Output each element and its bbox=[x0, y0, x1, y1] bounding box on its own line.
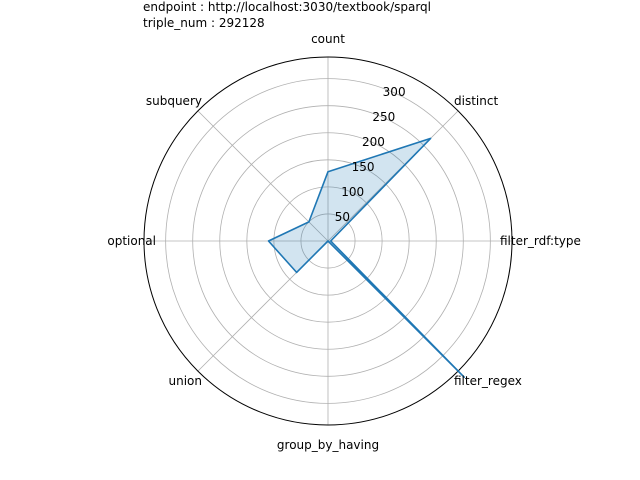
category-label-filter-regex: filter_regex bbox=[454, 374, 522, 388]
grid-spoke-7 bbox=[197, 110, 329, 242]
chart-title-endpoint: endpoint : http://localhost:3030/textboo… bbox=[143, 0, 432, 14]
category-label-filter-rdf-type: filter_rdf:type bbox=[500, 234, 581, 248]
category-label-count: count bbox=[311, 32, 345, 46]
category-label-subquery: subquery bbox=[146, 94, 202, 108]
r-tick-label-300: 300 bbox=[383, 85, 406, 99]
r-tick-label-250: 250 bbox=[372, 110, 395, 124]
chart-title-triple-num: triple_num : 292128 bbox=[143, 16, 265, 30]
series-fill-0 bbox=[268, 138, 465, 378]
r-tick-label-150: 150 bbox=[352, 160, 375, 174]
r-tick-label-200: 200 bbox=[362, 135, 385, 149]
category-label-union: union bbox=[168, 374, 202, 388]
r-tick-label-50: 50 bbox=[335, 210, 350, 224]
category-label-distinct: distinct bbox=[454, 94, 498, 108]
polar-frame bbox=[143, 56, 513, 426]
category-label-group-by-having: group_by_having bbox=[277, 438, 379, 452]
r-tick-label-100: 100 bbox=[341, 185, 364, 199]
category-label-optional: optional bbox=[107, 234, 156, 248]
